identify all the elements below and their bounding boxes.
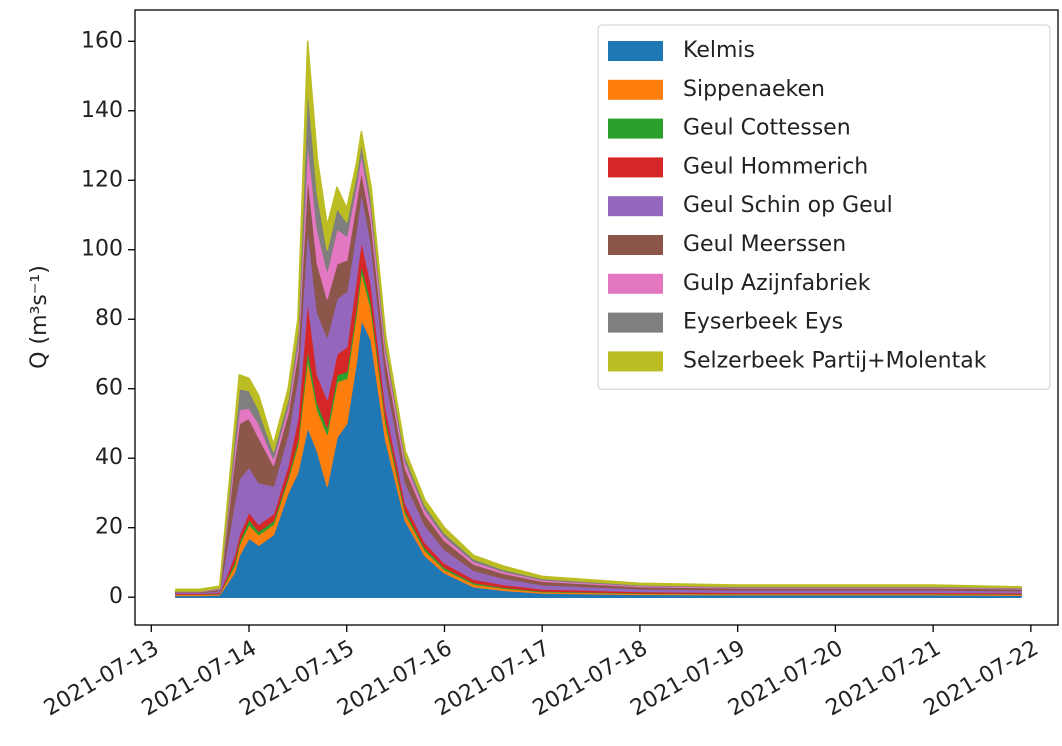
legend-label: Geul Meerssen — [683, 232, 846, 257]
legend-swatch — [608, 273, 663, 294]
y-axis-label: Q (m³s⁻¹) — [27, 265, 52, 369]
legend-label: Kelmis — [683, 38, 755, 63]
legend-box — [597, 24, 1051, 390]
legend-label: Geul Schin op Geul — [683, 193, 893, 218]
legend-swatch — [608, 235, 663, 255]
legend: Kelmis Sippenaeken Geul Cottessen Geul Homm… — [597, 24, 1051, 390]
area — [174, 40, 1022, 592]
legend-swatch — [608, 351, 663, 372]
legend-swatch — [608, 196, 663, 217]
legend-swatch — [608, 157, 663, 178]
y-tick-label: 80 — [95, 306, 123, 331]
legend-label: Eyserbeek Eys — [683, 310, 843, 335]
legend-swatch — [608, 312, 663, 333]
y-tick-label: 120 — [81, 167, 123, 192]
y-tick-label: 140 — [81, 98, 123, 123]
legend-label: Gulp Azijnfabriek — [683, 271, 871, 296]
plot-frame — [134, 9, 1059, 626]
legend-swatch — [608, 79, 663, 100]
y-tick-label: 40 — [95, 445, 123, 470]
y-tick-label: 20 — [95, 515, 123, 540]
legend-swatch — [608, 118, 663, 139]
legend-label: Geul Hommerich — [683, 154, 868, 179]
legend-label: Selzerbeek Partij+Molentak — [683, 348, 987, 373]
legend-label: Geul Cottessen — [683, 116, 851, 141]
y-tick-label: 0 — [109, 584, 123, 609]
legend-label: Sippenaeken — [683, 77, 825, 102]
legend-swatch — [608, 41, 663, 61]
y-tick-label: 60 — [95, 376, 123, 401]
y-tick-label: 160 — [81, 28, 123, 53]
y-tick-label: 100 — [81, 237, 123, 262]
